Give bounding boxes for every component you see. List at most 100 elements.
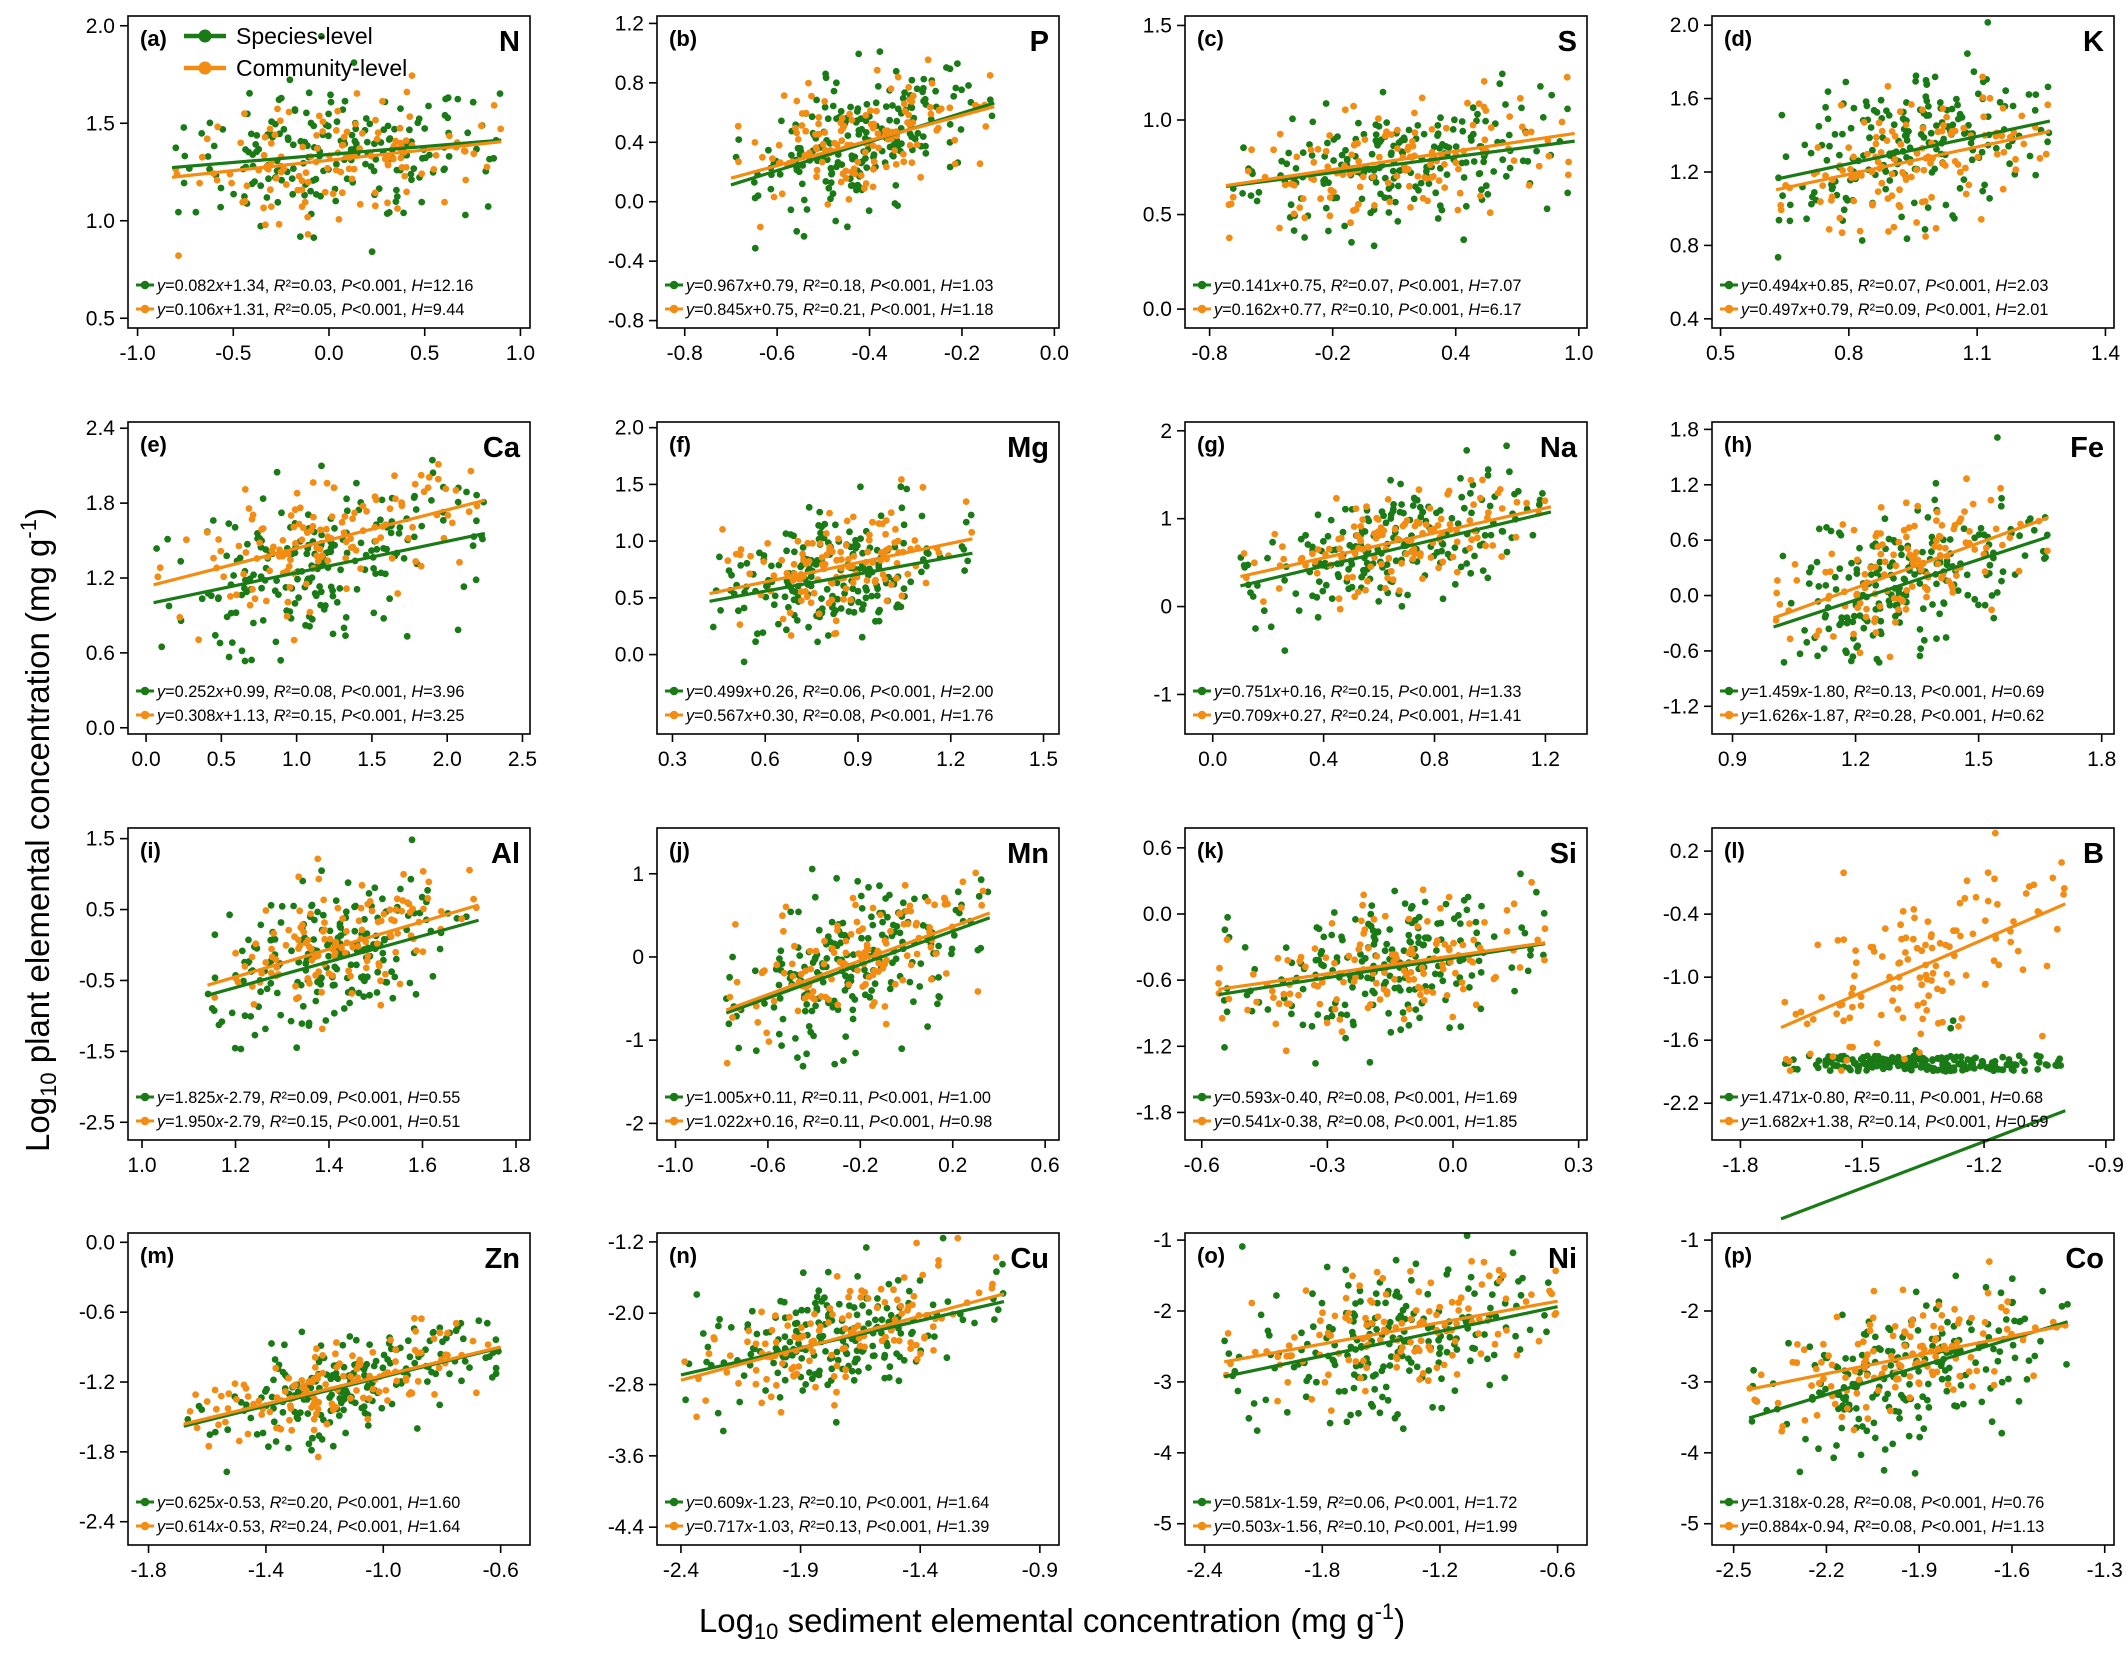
species-point [857,115,865,123]
species-point [268,1340,275,1347]
species-point [858,934,865,942]
species-point [808,865,816,873]
species-point [1890,121,1898,129]
species-point [1436,144,1443,152]
community-point [904,570,912,578]
community-point [1806,1050,1814,1058]
species-point [862,584,869,591]
species-point [1810,189,1818,196]
species-point [1468,137,1475,144]
species-point [406,126,413,134]
species-point [1289,115,1296,123]
species-point [814,638,821,646]
community-point [1301,214,1309,222]
species-point [1796,650,1804,658]
species-point [441,111,449,119]
species-point [479,535,486,543]
species-point [1478,186,1485,194]
community-point [296,942,304,949]
community-point [879,571,887,578]
community-point [871,578,879,586]
species-point [1364,974,1371,982]
community-point [1981,568,1989,575]
community-point [1215,980,1222,987]
community-point [295,873,303,881]
community-point [733,978,741,986]
x-tick-label: -0.6 [483,1559,519,1582]
eq-legend-dot [140,280,150,290]
species-point [1379,88,1387,96]
community-point [1891,156,1899,163]
species-point [805,503,813,511]
community-point [1268,987,1276,995]
species-point [1322,581,1330,589]
species-point [308,615,316,623]
community-point [418,170,426,178]
species-point [429,456,436,464]
species-point [1358,573,1365,581]
community-point [323,1420,331,1428]
community-point [304,178,312,186]
community-point [1918,981,1926,989]
community-point [227,593,234,600]
community-point [1814,941,1822,949]
species-point [1879,1065,1887,1073]
community-point [845,1293,852,1301]
community-point [877,911,884,919]
community-point [1873,1040,1881,1047]
community-point [1458,979,1466,986]
community-fit-line [1225,131,1575,188]
species-point [950,92,958,100]
community-point [1974,153,1982,161]
community-point [1527,128,1535,136]
species-point [2037,1053,2044,1060]
species-point [948,945,956,953]
species-point [1946,536,1954,543]
species-point [1835,529,1843,537]
community-point [1411,129,1419,137]
community-point [319,927,327,935]
panel-P: -0.8 -0.6 -0.4 -0.2 0.0-0.8-0.40.00.40.81.2(… [608,12,1069,365]
species-point [379,895,386,903]
species-point [1843,614,1851,621]
community-point [1847,165,1854,173]
community-point [1216,964,1223,972]
x-tick-label: -0.4 [851,342,888,365]
community-point [335,216,343,223]
community-point [891,539,899,546]
community-point [873,66,881,74]
community-point [237,139,245,147]
x-tick-label: 1.2 [936,748,965,771]
community-point [978,901,986,909]
community-point [291,506,299,514]
species-point [384,122,392,130]
species-point [1361,990,1369,998]
community-point [1410,976,1418,983]
community-point [809,539,816,547]
species-point [1397,1026,1405,1034]
species-point [748,1307,756,1315]
species-point [343,495,350,503]
community-point [317,526,324,534]
community-point [773,961,781,969]
community-point [1838,1067,1845,1074]
species-point [410,533,418,541]
community-point [392,906,400,913]
community-point [1229,193,1237,201]
species-point [262,1025,269,1033]
species-point [1405,126,1413,134]
community-point [838,137,846,145]
species-point [1387,515,1395,522]
community-point [1424,197,1431,205]
community-point [1924,918,1932,925]
species-point [198,595,206,603]
community-point [411,1314,418,1322]
community-point [824,201,832,208]
species-point [1397,480,1404,488]
community-point [1923,593,1930,601]
community-point [1828,550,1836,558]
community-point [310,1375,317,1383]
species-point [488,1374,496,1381]
community-point [1374,532,1382,540]
community-point [928,79,936,87]
